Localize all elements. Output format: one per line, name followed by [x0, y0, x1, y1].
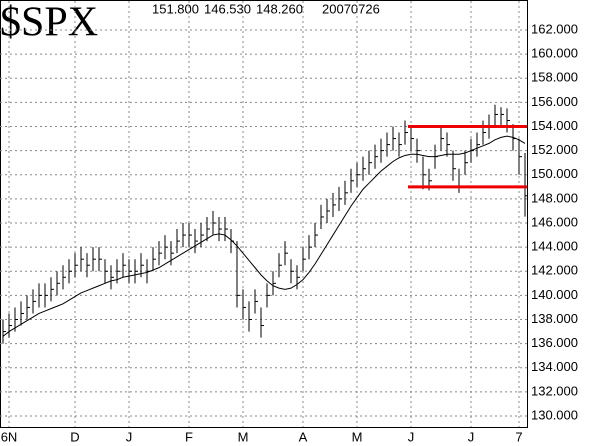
x-tick-label: J	[468, 429, 475, 444]
y-tick-label: 138.000	[531, 311, 578, 326]
x-tick-label: D	[70, 429, 79, 444]
y-tick-label: 158.000	[531, 70, 578, 85]
x-tick-label: F	[185, 429, 193, 444]
x-tick-label: 7	[515, 429, 522, 444]
header-value: 151.800	[152, 1, 199, 16]
y-tick-label: 150.000	[531, 166, 578, 181]
y-tick-label: 140.000	[531, 287, 578, 302]
x-tick-label: 6N	[1, 429, 18, 444]
plot-frame	[0, 0, 528, 428]
y-tick-label: 152.000	[531, 142, 578, 157]
y-tick-label: 132.000	[531, 383, 578, 398]
x-tick-label: M	[352, 429, 363, 444]
y-tick-label: 136.000	[531, 335, 578, 350]
y-tick-label: 160.000	[531, 46, 578, 61]
header-value: 148.260	[256, 1, 303, 16]
y-tick-label: 154.000	[531, 118, 578, 133]
y-tick-label: 148.000	[531, 190, 578, 205]
x-tick-label: M	[238, 429, 249, 444]
y-tick-label: 142.000	[531, 263, 578, 278]
y-tick-label: 146.000	[531, 214, 578, 229]
y-tick-label: 130.000	[531, 407, 578, 422]
y-tick-label: 162.000	[531, 21, 578, 36]
header-date: 20070726	[322, 1, 380, 16]
y-tick-label: 134.000	[531, 359, 578, 374]
x-tick-label: J	[408, 429, 415, 444]
chart-title: $SPX	[0, 0, 98, 46]
x-tick-label: J	[126, 429, 133, 444]
x-tick-label: A	[299, 429, 308, 444]
y-tick-label: 144.000	[531, 239, 578, 254]
y-tick-label: 156.000	[531, 94, 578, 109]
moving-average	[2, 135, 526, 337]
header-value: 146.530	[204, 1, 251, 16]
